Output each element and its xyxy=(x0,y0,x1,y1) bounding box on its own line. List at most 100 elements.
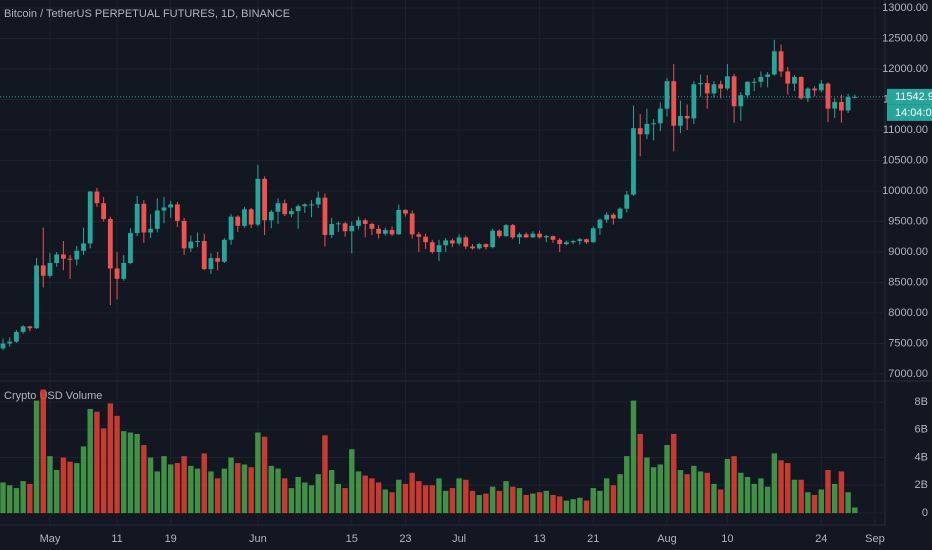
candle-body xyxy=(221,239,227,262)
volume-bar xyxy=(342,488,348,514)
volume-bar xyxy=(442,490,449,514)
candle-body xyxy=(818,83,824,91)
candle-body xyxy=(671,81,677,126)
y-tick-label: 0 xyxy=(922,507,928,519)
volume-bar xyxy=(315,474,321,514)
chart-title: Bitcoin / TetherUS PERPETUAL FUTURES, 1D… xyxy=(4,8,290,20)
x-tick-label: Jul xyxy=(452,533,466,545)
volume-bar xyxy=(275,468,281,514)
candle-body xyxy=(617,208,623,219)
volume-bar xyxy=(214,478,221,514)
volume-bar xyxy=(20,481,26,514)
x-tick-label: 10 xyxy=(721,533,733,545)
volume-bar xyxy=(758,478,764,514)
volume-bar xyxy=(456,478,462,514)
y-tick-label: 2B xyxy=(915,479,928,491)
volume-bar xyxy=(630,400,637,514)
candle-body xyxy=(423,236,428,243)
candle-body xyxy=(429,242,435,252)
candle-body xyxy=(409,213,415,235)
candle-body xyxy=(228,216,234,240)
volume-bar xyxy=(503,481,509,514)
volume-bar xyxy=(369,478,375,514)
candle-body xyxy=(684,115,690,119)
volume-bar xyxy=(33,400,40,514)
volume-bar xyxy=(610,485,617,514)
volume-bar xyxy=(818,489,824,514)
candle-body xyxy=(456,237,462,244)
volume-bar xyxy=(744,476,751,514)
volume-bar xyxy=(550,495,556,514)
countdown: 14:04:02 xyxy=(895,107,932,119)
candle-body xyxy=(315,197,321,205)
volume-bar xyxy=(530,493,536,514)
volume-bar xyxy=(489,486,496,514)
y-tick-label: 9000.00 xyxy=(888,246,928,258)
volume-bar xyxy=(644,457,650,514)
candle-body xyxy=(47,262,53,276)
volume-bar xyxy=(436,478,442,514)
candle-body xyxy=(584,239,589,243)
volume-bar xyxy=(791,479,798,514)
volume-bar xyxy=(657,464,664,514)
candle-body xyxy=(128,233,133,263)
volume-bar xyxy=(60,457,67,514)
candle-body xyxy=(664,81,670,109)
candle-body xyxy=(436,245,442,252)
volume-bar xyxy=(47,456,53,514)
volume-bar xyxy=(107,403,114,514)
candle-body xyxy=(765,74,771,77)
candle-body xyxy=(396,209,402,235)
volume-bar xyxy=(650,467,657,514)
candle-body xyxy=(349,225,355,232)
candle-body xyxy=(107,219,113,269)
candle-body xyxy=(443,240,449,246)
candle-body xyxy=(54,254,60,263)
candle-body xyxy=(691,84,697,119)
volume-bar xyxy=(764,486,771,514)
volume-bar xyxy=(268,465,275,514)
candle-body xyxy=(309,204,314,206)
candle-body xyxy=(195,241,200,243)
volume-bar xyxy=(778,460,784,514)
candle-body xyxy=(731,76,737,107)
candle-body xyxy=(657,108,663,124)
candle-body xyxy=(805,88,811,99)
volume-bar xyxy=(711,483,717,514)
volume-bar xyxy=(0,482,6,514)
candle-body xyxy=(738,95,744,107)
candle-body xyxy=(637,128,643,135)
y-tick-label: 12500.00 xyxy=(882,32,928,44)
candle-body xyxy=(148,228,153,233)
chart-title: Crypto USD Volume xyxy=(4,390,102,402)
volume-bar xyxy=(536,492,543,514)
volume-bar xyxy=(221,468,228,514)
candle-body xyxy=(476,244,482,249)
y-tick-label: 7500.00 xyxy=(888,337,928,349)
candle-body xyxy=(262,178,267,221)
volume-bar xyxy=(825,470,831,514)
candle-body xyxy=(282,203,288,215)
candle-body xyxy=(248,209,254,225)
volume-bar xyxy=(543,490,549,514)
volume-bar xyxy=(845,492,851,514)
volume-bar xyxy=(677,470,684,514)
candle-body xyxy=(590,228,596,243)
candle-body xyxy=(496,230,502,237)
y-tick-label: 10500.00 xyxy=(882,154,928,166)
volume-bar xyxy=(422,485,429,514)
volume-bar xyxy=(53,470,60,514)
candle-body xyxy=(597,219,603,229)
candle-body xyxy=(188,241,194,249)
candle-body xyxy=(87,191,93,244)
x-tick-label: Sep xyxy=(865,533,885,545)
volume-bar xyxy=(13,488,20,514)
candle-body xyxy=(141,203,147,233)
volume-bar xyxy=(771,453,778,514)
candle-body xyxy=(342,223,348,232)
candle-body xyxy=(832,101,838,109)
candle-body xyxy=(530,233,536,238)
candle-body xyxy=(369,223,375,229)
